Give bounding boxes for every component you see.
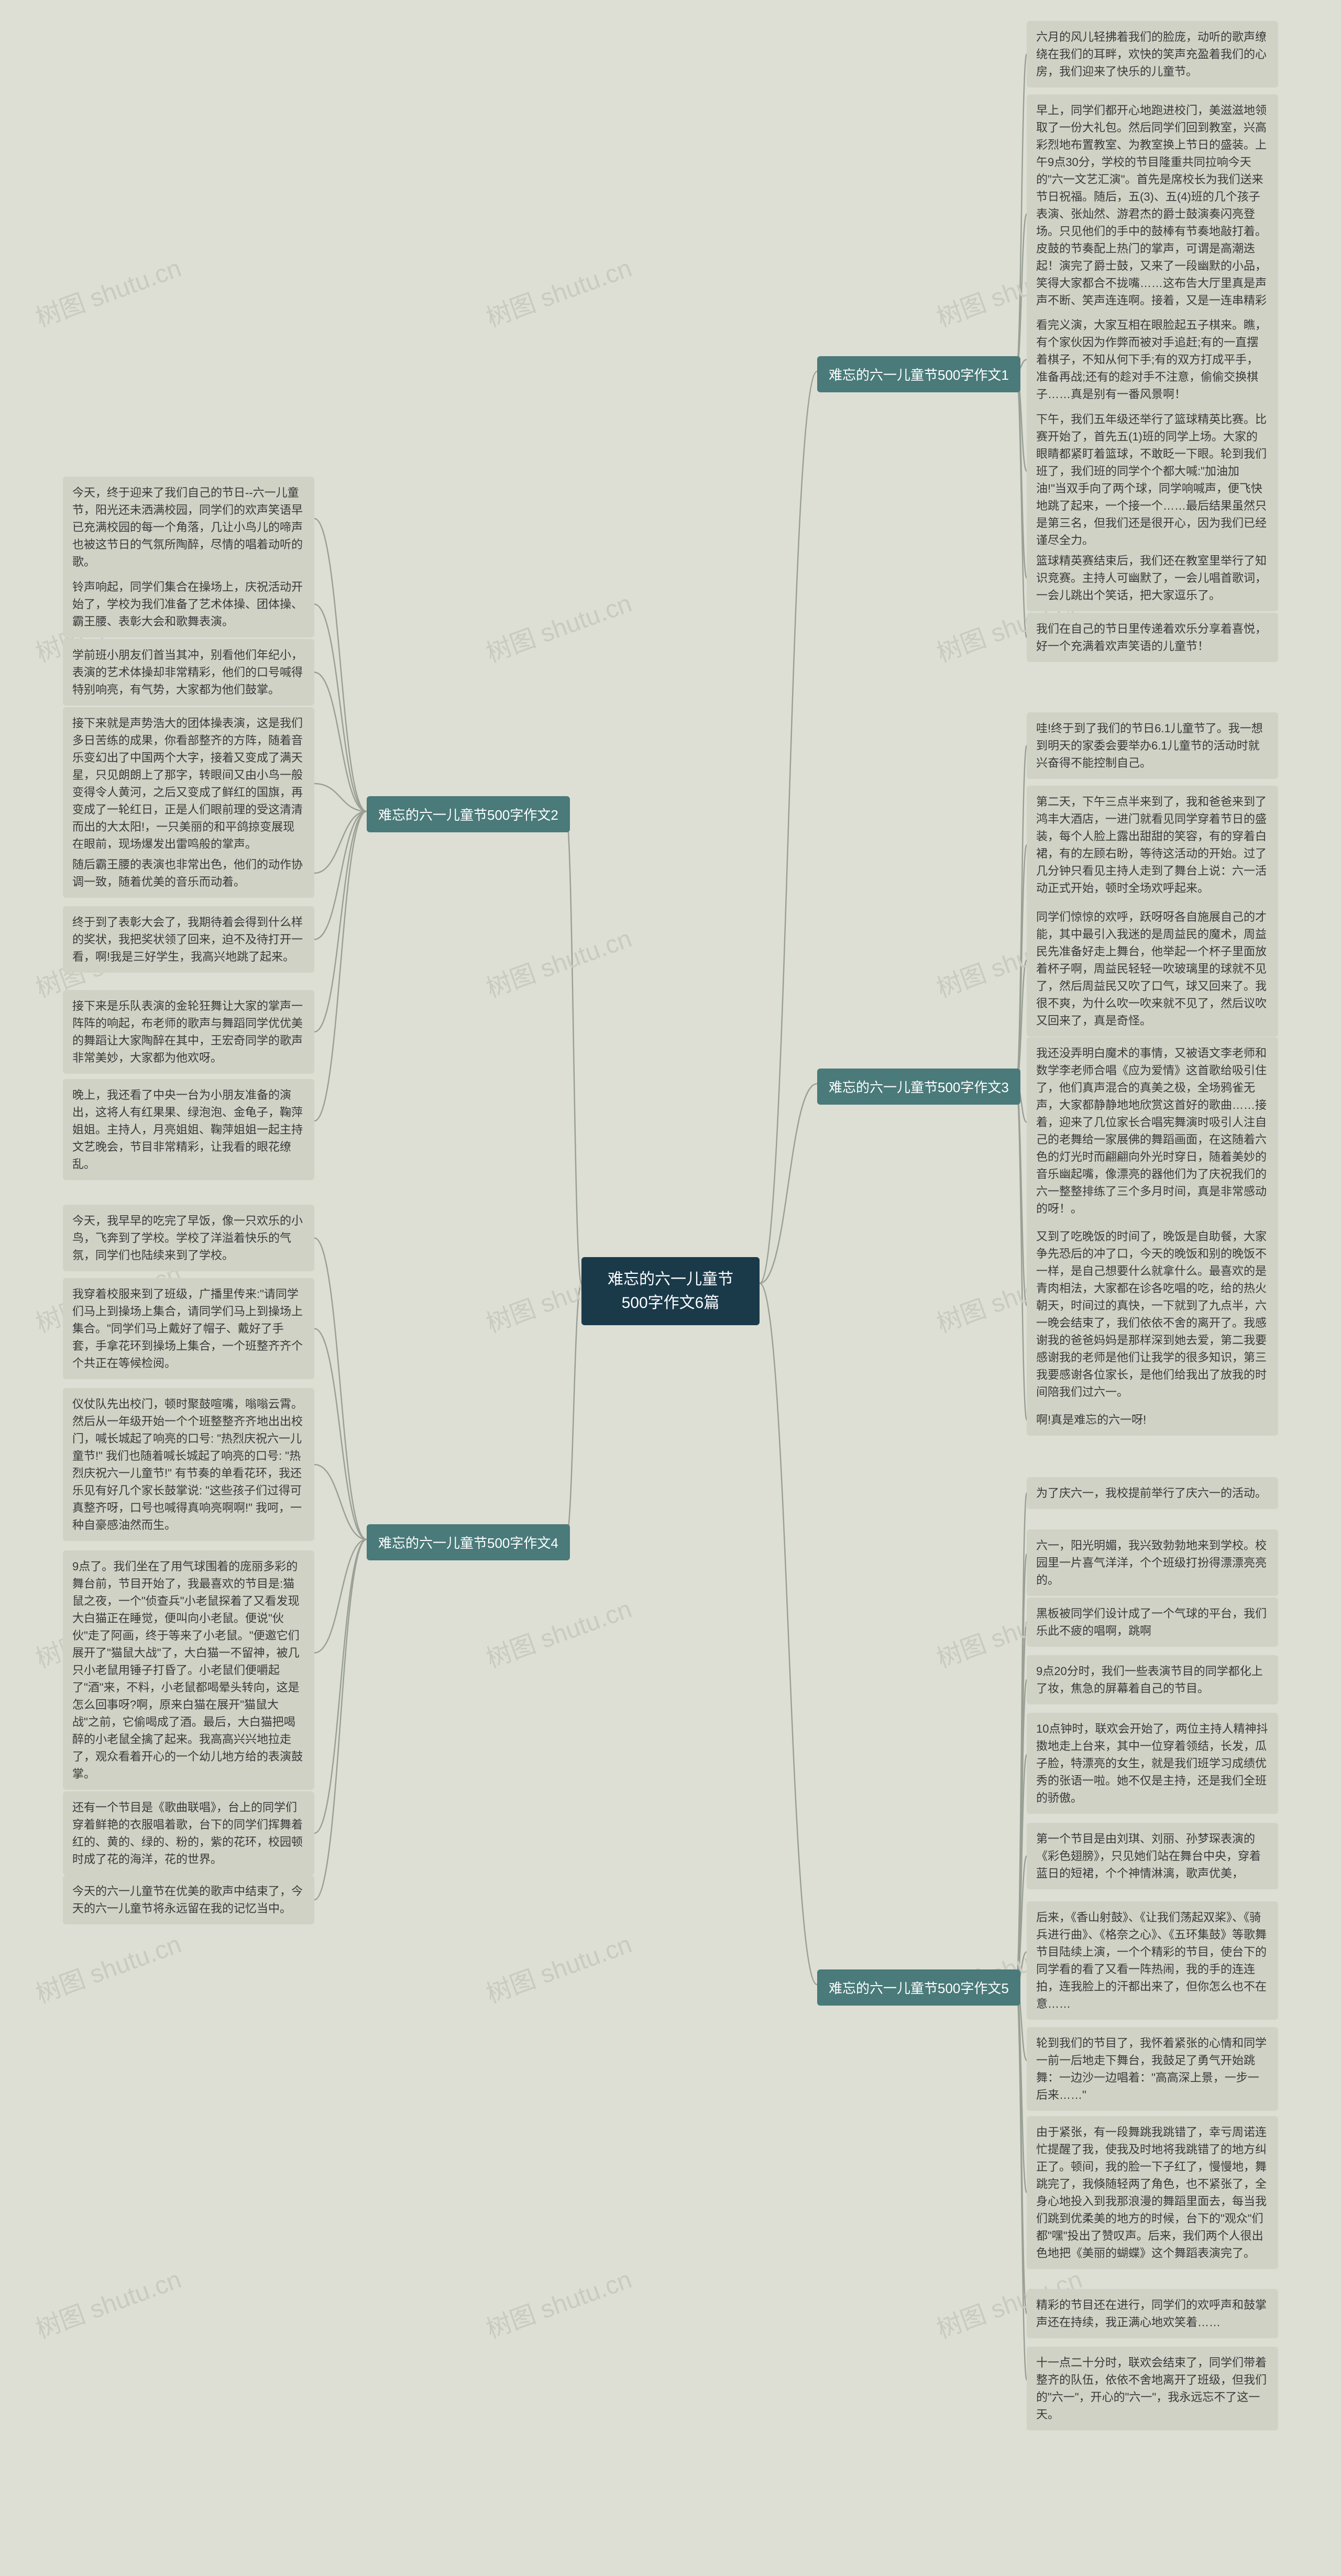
leaf-node[interactable]: 篮球精英赛结束后，我们还在教室里举行了知识竞赛。主持人可幽默了，一会儿唱首歌词，… <box>1027 545 1278 611</box>
branch-node[interactable]: 难忘的六一儿童节500字作文2 <box>367 796 570 832</box>
branch-node[interactable]: 难忘的六一儿童节500字作文1 <box>817 356 1020 392</box>
root-node[interactable]: 难忘的六一儿童节500字作文6篇 <box>581 1257 760 1325</box>
leaf-node[interactable]: 铃声响起，同学们集合在操场上，庆祝活动开始了，学校为我们准备了艺术体操、团体操、… <box>63 571 314 637</box>
leaf-node[interactable]: 黑板被同学们设计成了一个气球的平台，我们乐此不疲的唱啊，跳啊 <box>1027 1598 1278 1647</box>
watermark: 树图 shutu.cn <box>30 1923 185 2010</box>
leaf-node[interactable]: 为了庆六一，我校提前举行了庆六一的活动。 <box>1027 1477 1278 1509</box>
leaf-node[interactable]: 9点20分时，我们一些表演节目的同学都化上了妆，焦急的屏幕着自己的节目。 <box>1027 1655 1278 1704</box>
watermark: 树图 shutu.cn <box>480 2259 636 2345</box>
leaf-node[interactable]: 十一点二十分时，联欢会结束了，同学们带着整齐的队伍，依依不舍地离开了班级，但我们… <box>1027 2347 1278 2430</box>
watermark: 树图 shutu.cn <box>480 247 636 334</box>
branch-node[interactable]: 难忘的六一儿童节500字作文5 <box>817 1969 1020 2006</box>
leaf-node[interactable]: 六一，阳光明媚，我兴致勃勃地来到学校。校园里一片喜气洋洋，个个班级打扮得漂漂亮亮… <box>1027 1529 1278 1596</box>
leaf-node[interactable]: 仪仗队先出校门，顿时聚鼓喧嘴，嗡嗡云霄。然后从一年级开始一个个班整整齐齐地出出校… <box>63 1388 314 1541</box>
leaf-node[interactable]: 第二天，下午三点半来到了，我和爸爸来到了鸿丰大酒店，一进门就看见同学穿着节日的盛… <box>1027 786 1278 904</box>
leaf-node[interactable]: 接下来就是声势浩大的团体操表演，这是我们多日苦练的成果，你看部整齐的方阵，随着音… <box>63 707 314 860</box>
leaf-node[interactable]: 同学们惊惊的欢呼，跃呀呀各自施展自己的才能，其中最引入我迷的是周益民的魔术，周益… <box>1027 901 1278 1037</box>
watermark: 树图 shutu.cn <box>30 2259 185 2345</box>
leaf-node[interactable]: 精彩的节目还在进行，同学们的欢呼声和鼓掌声还在持续，我正满心地欢笑着…… <box>1027 2289 1278 2338</box>
leaf-node[interactable]: 今天，终于迎来了我们自己的节日--六一儿童节，阳光还未洒满校园，同学们的欢声笑语… <box>63 477 314 578</box>
leaf-node[interactable]: 9点了。我们坐在了用气球围着的庞丽多彩的舞台前，节目开始了，我最喜欢的节目是:猫… <box>63 1550 314 1790</box>
leaf-node[interactable]: 哇!终于到了我们的节日6.1儿童节了。我一想到明天的家委会要举办6.1儿童节的活… <box>1027 712 1278 779</box>
leaf-node[interactable]: 10点钟时，联欢会开始了，两位主持人精神抖擞地走上台来，其中一位穿着领结，长发，… <box>1027 1713 1278 1814</box>
branch-node[interactable]: 难忘的六一儿童节500字作文4 <box>367 1524 570 1560</box>
leaf-node[interactable]: 我们在自己的节日里传递着欢乐分享着喜悦，好一个充满着欢声笑语的儿童节！ <box>1027 613 1278 662</box>
leaf-node[interactable]: 我穿着校服来到了班级，广播里传来:"请同学们马上到操场上集合，请同学们马上到操场… <box>63 1278 314 1379</box>
leaf-node[interactable]: 看完义演，大家互相在眼脸起五子棋来。瞧，有个家伙因为作弊而被对手追赶;有的一直摆… <box>1027 309 1278 410</box>
leaf-node[interactable]: 今天，我早早的吃完了早饭，像一只欢乐的小鸟，飞奔到了学校。学校了洋溢着快乐的气氛… <box>63 1205 314 1271</box>
watermark: 树图 shutu.cn <box>480 1923 636 2010</box>
watermark: 树图 shutu.cn <box>480 582 636 669</box>
leaf-node[interactable]: 后来，《香山射鼓》、《让我们荡起双桨》、《骑兵进行曲》、《格奈之心》、《五环集鼓… <box>1027 1901 1278 2020</box>
leaf-node[interactable]: 第一个节目是由刘琪、刘丽、孙梦琛表演的《彩色翅膀》，只见她们站在舞台中央，穿着蓝… <box>1027 1823 1278 1889</box>
watermark: 树图 shutu.cn <box>480 1588 636 1675</box>
leaf-node[interactable]: 晚上，我还看了中央一台为小朋友准备的演出，这将人有红果果、绿泡泡、金龟子，鞠萍姐… <box>63 1079 314 1180</box>
leaf-node[interactable]: 我还没弄明白魔术的事情，又被语文李老师和数学李老师合唱《应为爱情》这首歌给吸引住… <box>1027 1037 1278 1225</box>
leaf-node[interactable]: 终于到了表彰大会了，我期待着会得到什么样的奖状，我把奖状领了回来，迫不及待打开一… <box>63 906 314 973</box>
leaf-node[interactable]: 六月的风儿轻拂着我们的脸庞，动听的歌声缭绕在我们的耳畔，欢快的笑声充盈着我们的心… <box>1027 21 1278 87</box>
leaf-node[interactable]: 下午，我们五年级还举行了篮球精英比赛。比赛开始了，首先五(1)班的同学上场。大家… <box>1027 403 1278 556</box>
leaf-node[interactable]: 学前班小朋友们首当其冲，别看他们年纪小，表演的艺术体操却非常精彩，他们的口号喊得… <box>63 639 314 706</box>
watermark: 树图 shutu.cn <box>30 247 185 334</box>
leaf-node[interactable]: 还有一个节目是《歌曲联唱》，台上的同学们穿着鲜艳的衣服唱着歌，台下的同学们挥舞着… <box>63 1791 314 1875</box>
leaf-node[interactable]: 今天的六一儿童节在优美的歌声中结束了，今天的六一儿童节将永远留在我的记忆当中。 <box>63 1875 314 1924</box>
leaf-node[interactable]: 啊!真是难忘的六一呀! <box>1027 1404 1278 1436</box>
watermark: 树图 shutu.cn <box>480 918 636 1004</box>
branch-node[interactable]: 难忘的六一儿童节500字作文3 <box>817 1069 1020 1105</box>
leaf-node[interactable]: 又到了吃晚饭的时间了，晚饭是自助餐，大家争先恐后的冲了口，今天的晚饭和别的晚饭不… <box>1027 1220 1278 1408</box>
leaf-node[interactable]: 接下来是乐队表演的金轮狂舞让大家的掌声一阵阵的响起，布老师的歌声与舞蹈同学优优美… <box>63 990 314 1074</box>
leaf-node[interactable]: 轮到我们的节目了，我怀着紧张的心情和同学一前一后地走下舞台，我鼓足了勇气开始跳舞… <box>1027 2027 1278 2111</box>
leaf-node[interactable]: 由于紧张，有一段舞跳我跳错了，幸亏周诺连忙提醒了我，使我及时地将我跳错了的地方纠… <box>1027 2116 1278 2269</box>
leaf-node[interactable]: 随后霸王腰的表演也非常出色，他们的动作协调一致，随着优美的音乐而动着。 <box>63 849 314 898</box>
